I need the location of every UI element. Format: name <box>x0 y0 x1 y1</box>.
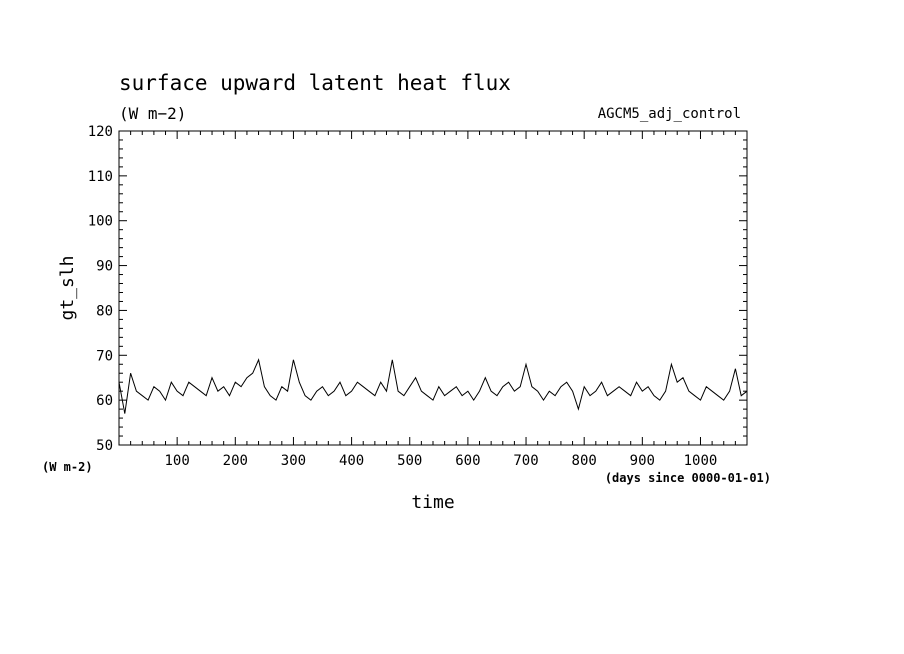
x-unit-note: (days since 0000-01-01) <box>605 471 771 485</box>
x-tick-label: 1000 <box>684 453 718 469</box>
y-tick-label: 90 <box>96 259 113 275</box>
x-tick-label: 200 <box>223 453 248 469</box>
x-axis-ticks: 100 200 300 400 500 600 700 800 900 1000 <box>130 131 736 469</box>
y-axis-ticks: 50 60 70 80 90 100 110 120 <box>88 124 747 454</box>
x-tick-label: 700 <box>513 453 538 469</box>
units-label: (W m−2) <box>119 104 186 123</box>
chart-title: surface upward latent heat flux <box>119 71 511 95</box>
x-tick-label: 800 <box>572 453 597 469</box>
y-tick-label: 80 <box>96 303 113 319</box>
y-tick-label: 50 <box>96 438 113 454</box>
x-tick-label: 600 <box>455 453 480 469</box>
y-unit-note: (W m-2) <box>42 460 93 474</box>
y-tick-label: 70 <box>96 348 113 364</box>
series-line <box>118 358 748 414</box>
x-tick-label: 400 <box>339 453 364 469</box>
x-axis-label: time <box>411 492 454 513</box>
x-tick-label: 300 <box>281 453 306 469</box>
run-label: AGCM5_adj_control <box>598 106 741 122</box>
y-tick-label: 60 <box>96 393 113 409</box>
x-tick-label: 900 <box>630 453 655 469</box>
y-tick-label: 100 <box>88 214 113 230</box>
plot-frame <box>118 130 748 446</box>
y-tick-label: 110 <box>88 169 113 185</box>
x-tick-label: 100 <box>164 453 189 469</box>
x-tick-label: 500 <box>397 453 422 469</box>
y-tick-label: 120 <box>88 124 113 140</box>
y-axis-label: gt_slh <box>57 255 78 320</box>
